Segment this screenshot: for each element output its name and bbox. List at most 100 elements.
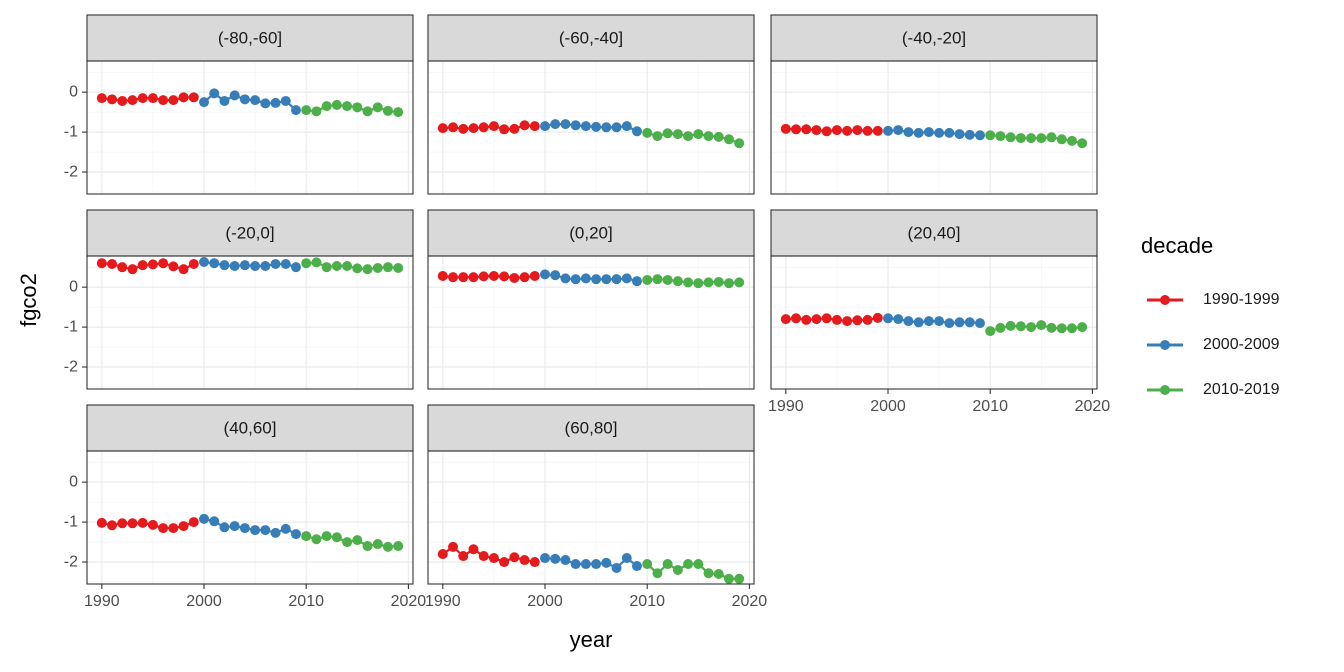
- data-point: [964, 129, 975, 140]
- y-tick-label: -2: [64, 553, 78, 570]
- data-point: [280, 258, 291, 269]
- data-point: [147, 93, 158, 104]
- data-point: [903, 127, 914, 138]
- data-point: [713, 569, 724, 580]
- data-point: [448, 272, 459, 283]
- data-point: [458, 551, 469, 562]
- data-point: [117, 518, 128, 529]
- panel-border: [427, 255, 755, 390]
- data-point: [321, 531, 332, 542]
- data-point: [591, 274, 602, 285]
- x-tick-label: 1990: [425, 593, 461, 610]
- data-point: [1046, 132, 1057, 143]
- data-point: [601, 122, 612, 133]
- series-line: [989, 323, 1083, 333]
- data-point: [954, 317, 965, 328]
- data-point: [499, 271, 510, 282]
- legend-label: 2010-2019: [1203, 381, 1280, 398]
- data-point: [488, 553, 499, 564]
- data-point: [811, 125, 822, 136]
- data-point: [642, 127, 653, 138]
- data-point: [529, 270, 540, 281]
- data-point: [250, 95, 261, 106]
- data-point: [540, 269, 551, 280]
- strip: [86, 209, 414, 257]
- data-point: [570, 120, 581, 131]
- data-point: [662, 128, 673, 139]
- data-point: [321, 101, 332, 112]
- data-point: [580, 121, 591, 132]
- data-point: [260, 525, 271, 536]
- data-point: [672, 565, 683, 576]
- data-point: [331, 260, 342, 271]
- data-point: [601, 557, 612, 568]
- series-line: [203, 91, 297, 111]
- data-point: [923, 127, 934, 138]
- data-point: [372, 539, 383, 550]
- data-point: [780, 123, 791, 134]
- data-point: [239, 260, 250, 271]
- data-point: [468, 272, 479, 283]
- data-point: [499, 557, 510, 568]
- facet-title: (-80,-60]: [218, 28, 282, 47]
- data-point: [944, 318, 955, 329]
- data-point: [158, 523, 169, 534]
- data-point: [342, 537, 353, 548]
- data-point: [913, 317, 924, 328]
- data-point: [147, 519, 158, 530]
- data-point: [693, 559, 704, 570]
- x-axis-title: year: [570, 627, 613, 652]
- data-point: [780, 314, 791, 325]
- data-point: [1077, 322, 1088, 333]
- data-point: [1015, 321, 1026, 332]
- data-point: [944, 127, 955, 138]
- facet-title: (-60,-40]: [559, 28, 623, 47]
- data-point: [509, 123, 520, 134]
- data-point: [352, 102, 363, 113]
- facet-title: (60,80]: [565, 418, 618, 437]
- series-line: [101, 262, 195, 271]
- data-point: [683, 277, 694, 288]
- series-line: [306, 103, 399, 114]
- series-line: [647, 278, 740, 285]
- data-point: [883, 313, 894, 324]
- data-point: [672, 276, 683, 287]
- data-point: [178, 264, 189, 275]
- y-tick-label: 0: [69, 473, 78, 490]
- data-point: [791, 313, 802, 324]
- data-point: [642, 274, 653, 285]
- data-point: [290, 105, 301, 116]
- data-point: [693, 129, 704, 140]
- x-tick-label: 2010: [972, 398, 1008, 415]
- legend-key-point: [1160, 385, 1170, 395]
- series-line: [646, 562, 740, 580]
- data-point: [393, 541, 404, 552]
- series-line: [785, 316, 879, 323]
- data-point: [662, 559, 673, 570]
- data-point: [1005, 132, 1016, 143]
- data-point: [321, 262, 332, 273]
- data-point: [107, 258, 118, 269]
- data-point: [560, 119, 571, 130]
- data-point: [662, 274, 673, 285]
- data-point: [540, 553, 551, 564]
- data-point: [209, 88, 220, 99]
- series-line: [785, 127, 878, 133]
- data-point: [1026, 322, 1037, 333]
- y-tick-label: -1: [64, 123, 78, 140]
- data-point: [1026, 133, 1037, 144]
- strip: [427, 209, 755, 257]
- data-point: [734, 138, 745, 149]
- data-point: [437, 549, 448, 560]
- strip: [427, 404, 755, 452]
- data-point: [1036, 320, 1047, 331]
- series-line: [442, 545, 536, 564]
- data-point: [311, 106, 322, 117]
- data-point: [178, 92, 189, 103]
- data-point: [570, 559, 581, 570]
- x-tick-label: 2010: [629, 593, 665, 610]
- legend-key-point: [1160, 295, 1170, 305]
- data-point: [209, 516, 220, 527]
- y-tick-label: -2: [64, 163, 78, 180]
